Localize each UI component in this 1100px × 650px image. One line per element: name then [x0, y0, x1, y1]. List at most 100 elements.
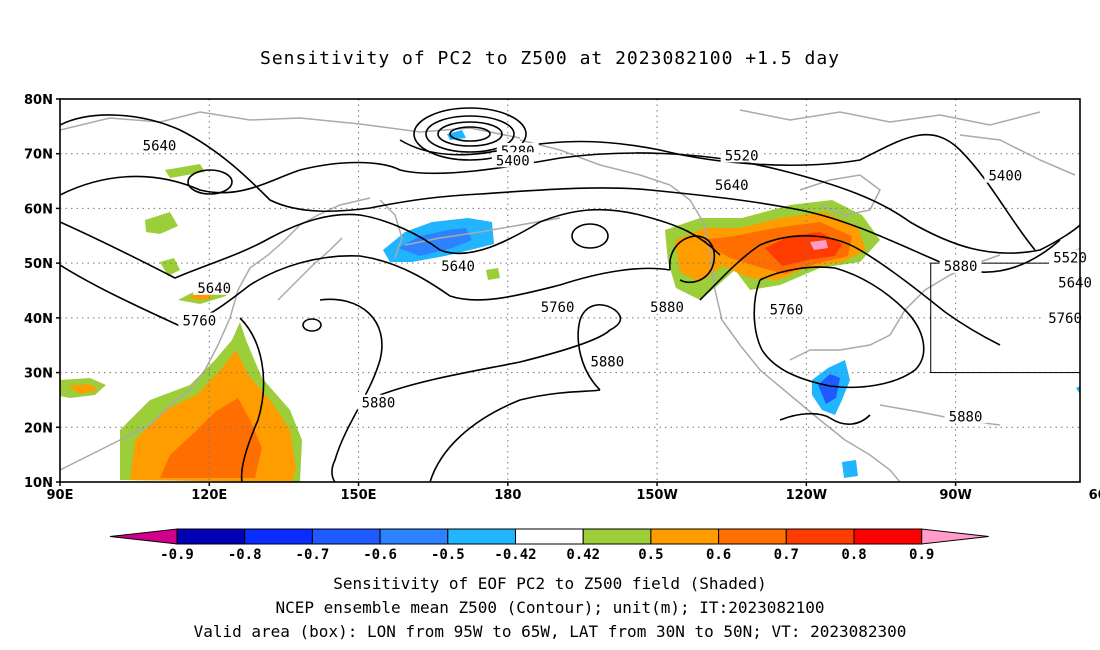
contour-label: 5640: [441, 259, 475, 275]
coast-siberia: [60, 111, 521, 139]
colorbar: -0.9 -0.8 -0.7 -0.6 -0.5 -0.42 0.42 0.5 0.6 0.7 0.…: [109, 528, 989, 563]
caption-line-2: NCEP ensemble mean Z500 (Contour); unit(…: [275, 598, 825, 617]
contour-label-bg: [710, 176, 753, 192]
contour-label: 5640: [1058, 275, 1092, 291]
shade-gulf-blue: [818, 374, 840, 404]
contour-low-4: [413, 107, 527, 161]
contour-label: 5520: [1053, 251, 1087, 267]
contour-label-bg: [437, 257, 480, 273]
contour-5880-a: [239, 317, 265, 482]
colorbar-label: 0.8: [841, 547, 866, 563]
shade-na-pink: [810, 240, 828, 250]
coast-arctic: [739, 109, 1041, 126]
contour-label-bg: [984, 167, 1027, 183]
coast-hudson: [799, 174, 881, 216]
lat-tick-label: 80N: [24, 93, 53, 108]
contour-label-bg: [939, 257, 982, 273]
lon-tick-label: 150W: [636, 488, 677, 503]
contour-label-bg: [178, 312, 221, 328]
contour-5760-loop: [669, 235, 716, 284]
contour-label-bg: [586, 353, 629, 369]
contour-5880-e: [753, 266, 925, 389]
contour-5880-d: [429, 389, 601, 482]
contour-label: 5760: [1048, 311, 1082, 327]
contour-label-bg: [944, 408, 987, 424]
lon-tick-label: 150E: [341, 488, 377, 503]
colorbar-swatch: [311, 528, 381, 545]
colorbar-label: 0.9: [909, 547, 934, 563]
page-title: Sensitivity of PC2 to Z500 at 2023082100…: [259, 48, 840, 69]
colorbar-swatch: [447, 528, 516, 545]
contour-label: 5880: [590, 355, 624, 371]
contour-label-bg: [1044, 309, 1087, 325]
caption-line-3: Valid area (box): LON from 95W to 65W, L…: [193, 622, 907, 641]
colorbar-label: 0.42: [566, 547, 600, 563]
colorbar-swatch: [785, 528, 855, 545]
lon-tick-label: 90E: [47, 488, 74, 503]
colorbar-label: 0.5: [638, 547, 663, 563]
coast-gulf: [789, 334, 891, 361]
contour-label-bg: [646, 298, 689, 314]
lat-tick-label: 50N: [24, 257, 53, 272]
contour-5880-c: [379, 304, 622, 396]
contour-label: 5640: [143, 139, 177, 155]
lat-tick-label: 70N: [24, 148, 53, 163]
colorbar-swatch: [176, 528, 246, 545]
colorbar-label: 0.7: [774, 547, 799, 563]
lon-tick-label: 120W: [786, 488, 827, 503]
contour-label: 5400: [989, 169, 1023, 185]
contour-label: 5880: [362, 396, 396, 412]
colorbar-high-triangle: [921, 528, 989, 545]
shade-npac-green: [486, 268, 500, 280]
contour-label-bg: [357, 394, 400, 410]
map-frame: [59, 98, 1081, 483]
contour-label-bg: [765, 301, 808, 317]
coast-alaska: [519, 139, 706, 226]
shade-japan-sea: [160, 258, 180, 276]
contour-5880-b: [319, 298, 383, 482]
shade-siberia-1: [145, 212, 178, 234]
contour-5640-b: [60, 208, 721, 279]
contour-low-1: [449, 126, 491, 142]
contour-label: 5760: [770, 303, 804, 319]
colorbar-label: -0.9: [160, 547, 194, 563]
colorbar-swatch: [515, 528, 584, 545]
contour-label: 5400: [496, 153, 530, 169]
contour-label: 5760: [541, 300, 575, 316]
contour-label: 5880: [944, 259, 978, 275]
lat-tick-label: 60N: [24, 202, 53, 217]
shade-wpac-dark: [160, 398, 262, 478]
colorbar-label: -0.6: [363, 547, 397, 563]
lon-tick-label: 120E: [191, 488, 227, 503]
colorbar-swatch: [650, 528, 720, 545]
colorbar-swatch: [718, 528, 787, 545]
contour-label-bg: [491, 152, 534, 168]
colorbar-label: -0.7: [296, 547, 330, 563]
lat-tick-label: 30N: [24, 367, 53, 382]
sensitivity-shading: [60, 130, 1080, 482]
contour-low-2: [437, 121, 503, 147]
contour-label-bg: [138, 137, 181, 153]
shade-asia-small-orange: [68, 384, 98, 394]
coast-aleutians: [404, 217, 561, 246]
colorbar-swatch: [244, 528, 313, 545]
coast-central-america: [844, 439, 901, 482]
shade-west-atl: [1076, 386, 1080, 394]
shade-npac-blue: [398, 228, 472, 256]
contour-label: 5640: [715, 178, 749, 194]
lon-tick-label: 60W: [1089, 488, 1100, 503]
contour-5880-f: [779, 412, 871, 425]
lat-tick-label: 10N: [24, 476, 53, 491]
colorbar-label: 0.6: [706, 547, 731, 563]
coast-na-east: [889, 254, 1001, 336]
contour-5760-b: [699, 235, 1001, 346]
contour-label: 5640: [197, 281, 231, 297]
coast-greenland: [959, 134, 1076, 176]
coast-japan: [277, 237, 343, 301]
contour-low-3: [425, 115, 515, 153]
colorbar-swatch: [379, 528, 449, 545]
colorbar-low-triangle: [109, 528, 178, 545]
